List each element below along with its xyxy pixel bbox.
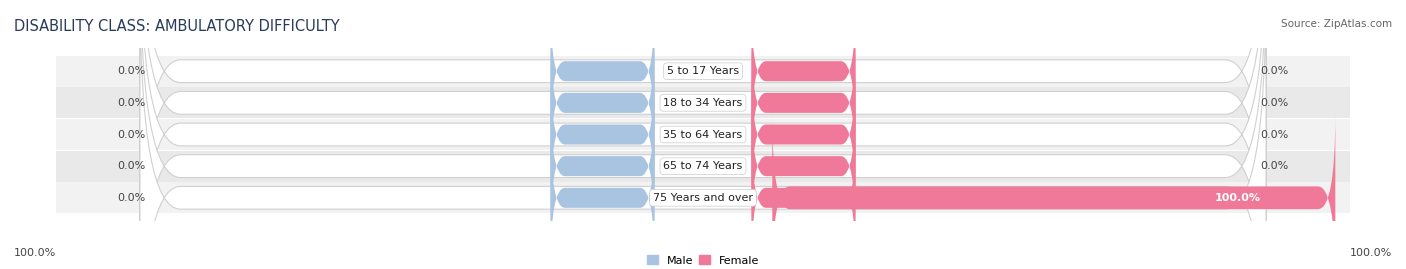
Text: 100.0%: 100.0%	[14, 248, 56, 258]
FancyBboxPatch shape	[751, 34, 855, 172]
FancyBboxPatch shape	[141, 0, 1265, 269]
Bar	[39, 56, 1367, 87]
Text: 0.0%: 0.0%	[118, 129, 146, 140]
FancyBboxPatch shape	[751, 2, 855, 140]
FancyBboxPatch shape	[772, 114, 1336, 269]
FancyBboxPatch shape	[551, 65, 654, 204]
Text: 0.0%: 0.0%	[118, 66, 146, 76]
Text: 0.0%: 0.0%	[1260, 129, 1288, 140]
FancyBboxPatch shape	[751, 65, 855, 204]
Bar	[39, 119, 1367, 150]
FancyBboxPatch shape	[551, 2, 654, 140]
Bar	[39, 151, 1367, 182]
Text: 100.0%: 100.0%	[1350, 248, 1392, 258]
Legend: Male, Female: Male, Female	[643, 251, 763, 269]
Text: 0.0%: 0.0%	[1260, 98, 1288, 108]
Bar	[39, 182, 1367, 213]
Text: Source: ZipAtlas.com: Source: ZipAtlas.com	[1281, 19, 1392, 29]
Text: 0.0%: 0.0%	[118, 98, 146, 108]
FancyBboxPatch shape	[551, 129, 654, 267]
Text: 0.0%: 0.0%	[1260, 161, 1288, 171]
FancyBboxPatch shape	[751, 129, 855, 267]
FancyBboxPatch shape	[551, 97, 654, 235]
Text: 18 to 34 Years: 18 to 34 Years	[664, 98, 742, 108]
FancyBboxPatch shape	[141, 0, 1265, 269]
Text: 100.0%: 100.0%	[1215, 193, 1260, 203]
Text: DISABILITY CLASS: AMBULATORY DIFFICULTY: DISABILITY CLASS: AMBULATORY DIFFICULTY	[14, 19, 340, 34]
Bar	[39, 87, 1367, 118]
Text: 35 to 64 Years: 35 to 64 Years	[664, 129, 742, 140]
Text: 0.0%: 0.0%	[118, 161, 146, 171]
Text: 65 to 74 Years: 65 to 74 Years	[664, 161, 742, 171]
FancyBboxPatch shape	[551, 34, 654, 172]
Text: 0.0%: 0.0%	[1260, 66, 1288, 76]
FancyBboxPatch shape	[751, 97, 855, 235]
FancyBboxPatch shape	[141, 0, 1265, 269]
FancyBboxPatch shape	[141, 0, 1265, 269]
FancyBboxPatch shape	[141, 0, 1265, 269]
Text: 5 to 17 Years: 5 to 17 Years	[666, 66, 740, 76]
Text: 75 Years and over: 75 Years and over	[652, 193, 754, 203]
Text: 0.0%: 0.0%	[118, 193, 146, 203]
